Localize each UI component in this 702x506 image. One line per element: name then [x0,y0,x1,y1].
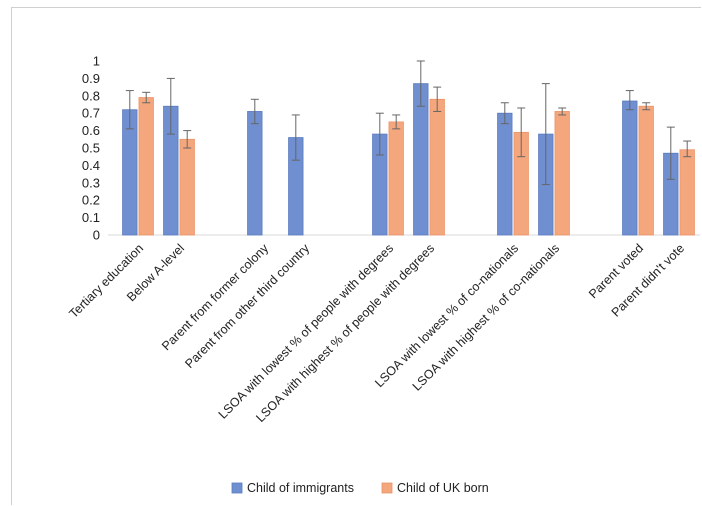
legend-label: Child of UK born [397,481,489,495]
y-tick-label: 0.8 [82,88,100,103]
error-bar [541,83,550,186]
y-tick-label: 0.4 [82,158,100,173]
error-bar [291,114,300,161]
bar-child-of-immigrants [247,111,263,236]
y-tick-label: 0.7 [82,106,100,121]
bar-child-of-immigrants [622,100,638,236]
y-tick-label: 0.1 [82,210,100,225]
error-bar [666,126,675,180]
error-bar [416,60,425,107]
error-bar [642,102,651,111]
y-tick-label: 0.9 [82,71,100,86]
bar-child-of-uk-born [429,98,445,236]
error-bar [625,90,634,111]
error-bar [500,102,509,125]
legend-label: Child of immigrants [247,481,354,495]
chart-frame [11,7,701,505]
category-label: LSOA with highest % of co-nationals [410,241,562,393]
bar-child-of-uk-born [679,149,695,236]
y-tick-label: 0.5 [82,141,100,156]
y-tick-label: 0.2 [82,193,100,208]
error-bar [166,77,175,135]
error-bar [183,130,192,149]
bar-child-of-uk-born [554,111,570,236]
error-bar [250,98,259,125]
bar-child-of-uk-born [179,138,195,236]
bar-child-of-immigrants [497,112,513,236]
error-bar [517,107,526,158]
bars-layer [122,83,695,236]
error-bar [558,107,567,116]
bar-child-of-uk-born [638,105,654,236]
legend-swatch [381,482,393,494]
y-tick-label: 0.6 [82,123,100,138]
bar-child-of-uk-born [138,97,154,236]
category-label: Parent didn't vote [609,241,687,319]
axis-layer: 0 0.1 0.2 0.3 0.4 0.5 0.6 0.7 0.8 0.9 1 [82,54,700,243]
error-bar [683,140,692,158]
error-bar [433,86,442,112]
error-bar [142,91,151,104]
error-bars-layer [125,60,692,186]
category-label: Tertiary education [66,241,146,321]
bar-child-of-uk-born [388,121,404,236]
y-tick-label: 0.3 [82,175,100,190]
error-bar [375,112,384,156]
category-label: LSOA with lowest % of co-nationals [372,241,521,390]
legend-swatch [231,482,243,494]
error-bar [125,90,134,130]
y-tick-label: 0 [93,228,100,243]
error-bar [392,114,401,130]
legend: Child of immigrants Child of UK born [231,481,489,495]
y-tick-label: 1 [93,54,100,69]
